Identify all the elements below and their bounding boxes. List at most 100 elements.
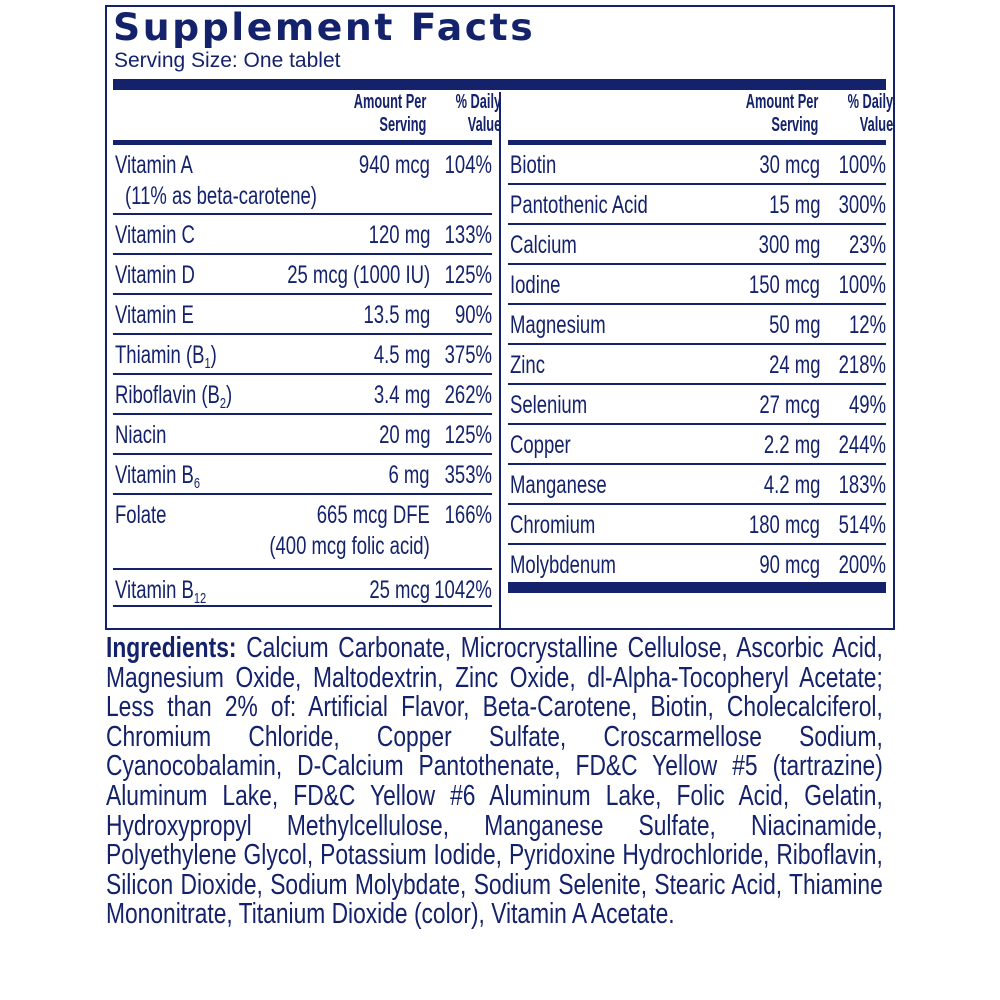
name-part: Molybdenum [510, 551, 616, 579]
name-part: Vitamin B [115, 461, 194, 489]
nutrient-name: Niacin [115, 417, 184, 453]
nutrient-row: Selenium 27 mcg 49% [508, 385, 886, 425]
daily-value: 125% [428, 417, 492, 453]
amount-text: 2.2 mg [763, 431, 820, 459]
nutrient-name: Vitamin C [115, 217, 223, 253]
header-daily-value: % Daily Value [455, 91, 502, 136]
name-part: Vitamin A [115, 151, 193, 179]
daily-value: 300% [822, 187, 886, 223]
daily-value: 262% [428, 377, 492, 413]
nutrient-row: Calcium 300 mg 23% [508, 225, 886, 265]
amount-per-serving: 13.5 mg [340, 297, 430, 333]
nutrient-row: Vitamin B6 6 mg 353% [113, 455, 492, 495]
daily-value: 49% [836, 387, 886, 423]
amount-per-serving: 20 mg [361, 417, 430, 453]
nutrient-name-text: Thiamin (B1) [115, 337, 217, 373]
nutrient-name: Vitamin A [115, 147, 220, 183]
nutrient-name-text: Vitamin A [115, 147, 193, 183]
nutrient-row: Vitamin C 120 mg 133% [113, 215, 492, 255]
nutrient-name: Riboflavin (B2) [115, 377, 273, 413]
daily-value: 166% [428, 497, 492, 533]
name-part: Magnesium [510, 311, 606, 339]
name-part: Chromium [510, 511, 596, 539]
daily-value-text: 133% [444, 221, 492, 249]
daily-value: 133% [428, 217, 492, 253]
amount-per-serving: 6 mg [374, 457, 430, 493]
amount-text: 24 mg [768, 351, 820, 379]
name-part: Vitamin E [115, 301, 194, 329]
nutrient-name: Vitamin B12 [115, 572, 238, 608]
daily-value-text: 104% [444, 151, 492, 179]
amount-per-serving: 30 mcg [738, 147, 820, 183]
nutrient-row: Manganese 4.2 mg 183% [508, 465, 886, 505]
thick-divider-top [113, 79, 886, 90]
serving-size: Serving Size: One tablet [114, 49, 341, 72]
daily-value: 23% [836, 227, 886, 263]
amount-text: 6 mg [388, 461, 430, 489]
amount-per-serving: 15 mg [751, 187, 820, 223]
amount-text: 4.2 mg [763, 471, 820, 499]
nutrient-name: Vitamin D [115, 257, 223, 293]
name-part: Zinc [510, 351, 545, 379]
nutrient-name-text: Riboflavin (B2) [115, 377, 232, 413]
nutrient-name-text: Chromium [510, 507, 595, 543]
nutrient-name-text: Calcium [510, 227, 577, 263]
name-part: Manganese [510, 471, 607, 499]
nutrient-name-text: Zinc [510, 347, 545, 383]
nutrient-name: Biotin [510, 147, 573, 183]
nutrient-row: Folate 665 mcg DFE (400 mcg folic acid) 166… [113, 495, 492, 570]
subscript: 2 [219, 395, 227, 412]
daily-value: 100% [822, 147, 886, 183]
amount-text: 20 mg [378, 421, 430, 449]
amount-per-serving: 940 mcg [334, 147, 430, 183]
nutrient-row: Vitamin B12 25 mcg 1042% [113, 570, 492, 607]
name-part: Vitamin C [115, 221, 195, 249]
daily-value-text: 514% [838, 511, 886, 539]
nutrient-row: Niacin 20 mg 125% [113, 415, 492, 455]
amount-per-serving: 50 mg [751, 307, 820, 343]
daily-value: 1042% [414, 572, 492, 608]
amount-per-serving: 3.4 mg [354, 377, 430, 413]
name-part: Calcium [510, 231, 577, 259]
nutrient-name-text: Folate [115, 497, 166, 533]
nutrient-row: Vitamin E 13.5 mg 90% [113, 295, 492, 335]
daily-value-text: 244% [838, 431, 886, 459]
nutrient-row: Thiamin (B1) 4.5 mg 375% [113, 335, 492, 375]
amount-text: 4.5 mg [373, 341, 430, 369]
amount-text: 120 mg [368, 221, 430, 249]
nutrient-row: Riboflavin (B2) 3.4 mg 262% [113, 375, 492, 415]
daily-value: 218% [822, 347, 886, 383]
amount-per-serving: 300 mg [737, 227, 820, 263]
amount-note: (400 mcg folic acid) [213, 528, 430, 564]
nutrient-name: Magnesium [510, 307, 639, 343]
amount-text: 15 mg [768, 191, 820, 219]
daily-value-text: 300% [838, 191, 886, 219]
daily-value-text: 12% [848, 311, 886, 339]
name-suffix: ) [226, 381, 233, 409]
daily-value: 100% [822, 267, 886, 303]
nutrient-row: Chromium 180 mcg 514% [508, 505, 886, 545]
amount-per-serving: 150 mcg [724, 267, 820, 303]
nutrient-note: (11% as beta-carotene) [125, 178, 384, 214]
daily-value-text: 218% [838, 351, 886, 379]
daily-value-text: 100% [838, 271, 886, 299]
daily-value: 353% [428, 457, 492, 493]
daily-value-text: 49% [848, 391, 886, 419]
daily-value: 183% [822, 467, 886, 503]
nutrient-name: Pantothenic Acid [510, 187, 696, 223]
nutrient-name-text: Iodine [510, 267, 560, 303]
nutrient-name-text: Magnesium [510, 307, 606, 343]
amount-per-serving: 4.2 mg [744, 467, 820, 503]
name-part: Niacin [115, 421, 167, 449]
name-part: Selenium [510, 391, 588, 419]
daily-value-text: 262% [444, 381, 492, 409]
nutrient-name: Manganese [510, 467, 641, 503]
name-part: Vitamin B [115, 576, 194, 604]
note-text: (11% as beta-carotene) [125, 182, 317, 210]
nutrient-name: Zinc [510, 347, 557, 383]
thick-divider-bottom-right [508, 582, 886, 593]
panel-title: Supplement Facts [113, 6, 536, 49]
name-part: Iodine [510, 271, 561, 299]
amount-per-serving: 25 mcg (1000 IU) [237, 257, 430, 293]
amount-text: 25 mcg (1000 IU) [287, 261, 430, 289]
